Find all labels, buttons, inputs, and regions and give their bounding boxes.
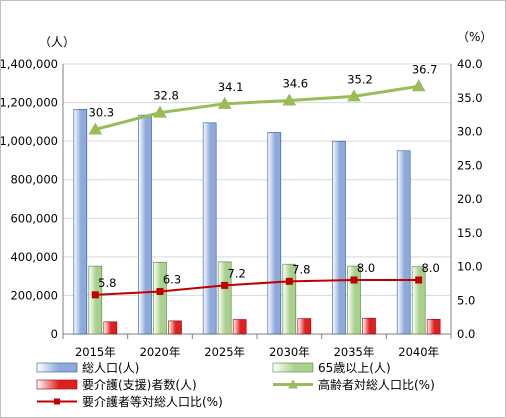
marker-square <box>91 291 99 299</box>
data-labels-group: 30.3 32.8 34.1 34.6 35.2 36.7 5.8 6.3 7.2 7.8 8.0 8… <box>89 62 440 290</box>
bar-3 <box>362 317 376 335</box>
line-series-group <box>88 79 426 299</box>
x-tick-label: 2015年 <box>75 345 116 359</box>
y-left-tick-label: 200,000 <box>10 288 58 302</box>
y-left-tick-label: 1,200,000 <box>1 96 58 110</box>
bar-1 <box>138 114 152 335</box>
bar-series-group <box>73 109 441 335</box>
y-left-tick-label: 1,000,000 <box>1 134 58 148</box>
legend-entry-label: 総人口(人) <box>82 361 139 375</box>
y-right-tick-label: 25.0 <box>457 158 483 172</box>
bar-2 <box>411 266 426 335</box>
legend-swatch <box>272 362 314 373</box>
marker-triangle <box>411 79 426 92</box>
legend-swatch <box>36 379 78 390</box>
marker-square <box>350 276 358 284</box>
x-tick-label: 2020年 <box>140 345 181 359</box>
bar-3 <box>232 319 247 335</box>
marker-square <box>285 277 293 285</box>
data-label: 32.8 <box>153 89 179 103</box>
data-label: 8.0 <box>422 261 440 275</box>
gridlines <box>63 63 451 296</box>
x-tick-label: 2035年 <box>334 345 375 359</box>
y-left-tick-label: 400,000 <box>10 250 58 264</box>
x-tick-label: 2040年 <box>398 345 439 359</box>
data-label: 35.2 <box>347 72 373 86</box>
legend-entry-label: 要介護(支援)者数(人) <box>82 377 197 392</box>
y-left-tick-label: 800,000 <box>10 173 58 187</box>
bar-2 <box>347 265 361 335</box>
bar-1 <box>332 140 346 335</box>
y-right-tick-label: 40.0 <box>457 57 483 71</box>
bar-3 <box>297 318 312 335</box>
bar-2 <box>88 265 103 335</box>
legend-marker-square <box>54 398 60 405</box>
y-left-tick-label: 1,400,000 <box>1 57 58 71</box>
bar-3 <box>426 319 441 335</box>
data-label: 30.3 <box>89 105 115 119</box>
data-label: 7.2 <box>228 266 246 280</box>
x-tick-label: 2025年 <box>204 345 245 359</box>
bar-1 <box>202 122 217 335</box>
legend-entry-label: 65歳以上(人) <box>318 361 391 375</box>
data-label: 5.8 <box>98 276 116 290</box>
y-left-unit: （人） <box>39 35 75 49</box>
legend-swatch <box>36 362 78 373</box>
y-right-tick-label: 30.0 <box>457 125 483 139</box>
data-label: 34.6 <box>283 76 309 90</box>
data-label: 6.3 <box>163 272 181 286</box>
legend-entry-label: 要介護者等対総人口比(%) <box>82 394 223 409</box>
data-label: 7.8 <box>292 262 310 276</box>
y-right-tick-label: 20.0 <box>457 192 483 206</box>
marker-triangle <box>217 96 232 109</box>
legend-entry-label: 高齢者対総人口比(%) <box>318 377 435 392</box>
marker-triangle <box>347 89 361 102</box>
marker-square <box>156 287 164 295</box>
bar-2 <box>153 261 167 335</box>
y-right-tick-label: 0.0 <box>457 327 475 341</box>
y-left-tick-label: 0 <box>51 327 58 341</box>
y-right-tick-label: 15.0 <box>457 226 483 240</box>
data-label: 8.0 <box>357 261 375 275</box>
legend-marker-triangle <box>288 379 298 389</box>
axes: 0 200,000 400,000 600,000 800,000 1,000,000 1,… <box>1 30 492 359</box>
bar-3 <box>168 320 182 335</box>
marker-triangle <box>88 122 103 135</box>
bar-1 <box>73 109 88 335</box>
x-tick-label: 2030年 <box>269 345 310 359</box>
series-line-2 <box>95 279 419 296</box>
y-right-tick-label: 35.0 <box>457 91 483 105</box>
marker-square <box>415 276 423 284</box>
y-left-tick-label: 600,000 <box>10 211 58 225</box>
bar-2 <box>217 261 232 335</box>
series-line-1 <box>94 84 419 131</box>
bar-1 <box>267 132 282 335</box>
bar-1 <box>396 150 411 335</box>
bar-3 <box>103 321 118 335</box>
y-right-tick-label: 10.0 <box>457 260 483 274</box>
marker-triangle <box>282 93 297 106</box>
data-label: 34.1 <box>218 80 244 94</box>
marker-square <box>221 281 229 289</box>
y-right-tick-label: 5.0 <box>457 293 475 307</box>
marker-triangle <box>153 105 167 118</box>
y-right-unit: （%） <box>457 30 492 44</box>
data-label: 36.7 <box>412 62 438 76</box>
legend: 総人口(人) 65歳以上(人) 要介護(支援)者数(人) 高齢者対総人口比(%) 要介護… <box>36 361 435 409</box>
